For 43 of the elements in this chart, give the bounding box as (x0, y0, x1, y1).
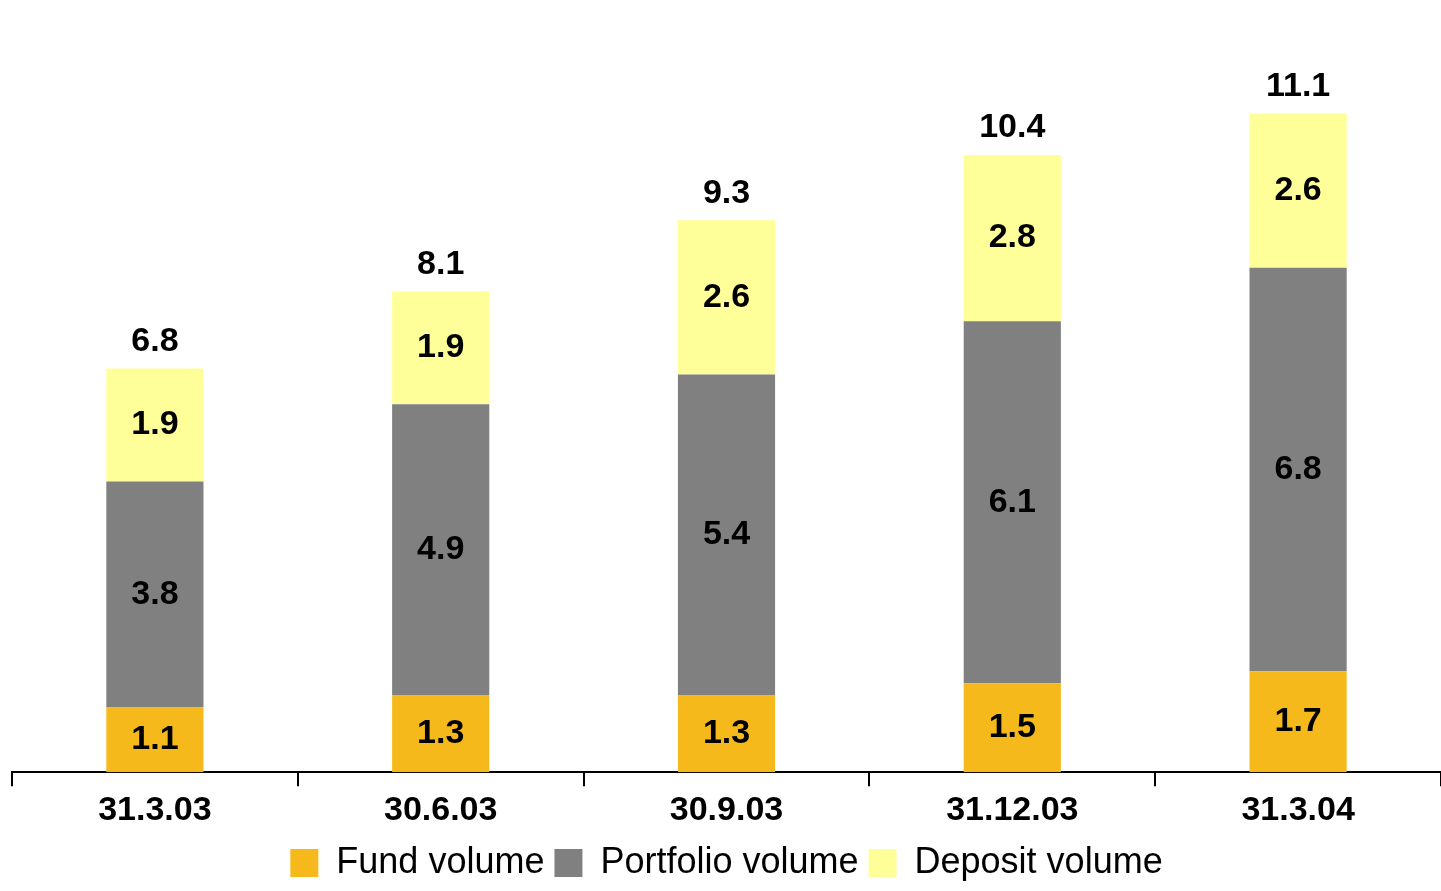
data-label: 1.1 (131, 717, 179, 756)
data-label: 2.6 (702, 275, 751, 314)
bar (392, 404, 490, 696)
bar (963, 154, 1061, 322)
total-label: 10.4 (979, 106, 1046, 145)
data-label: 2.8 (988, 216, 1036, 255)
data-label: 1.7 (1274, 700, 1322, 739)
bar (106, 368, 204, 482)
total-label: 6.8 (131, 319, 179, 358)
bar (106, 481, 204, 707)
x-tick-label: 31.3.04 (1241, 788, 1355, 827)
legend-label: Deposit volume (914, 839, 1163, 881)
data-label: 2.6 (1274, 168, 1322, 207)
x-tick-label: 30.6.03 (383, 788, 498, 827)
data-label: 4.9 (417, 528, 465, 567)
bar (963, 683, 1061, 773)
bar (1249, 267, 1347, 672)
data-label: 5.4 (702, 513, 751, 552)
bar (1249, 671, 1347, 773)
data-label: 1.5 (988, 706, 1036, 745)
bar (963, 321, 1061, 684)
total-label: 9.3 (702, 171, 751, 210)
bar (677, 220, 776, 375)
total-label: 8.1 (417, 242, 465, 281)
data-label: 1.3 (702, 712, 751, 750)
data-label: 1.9 (131, 403, 179, 442)
data-label: 3.8 (131, 572, 179, 611)
data-label: 6.1 (988, 480, 1036, 519)
x-tick-label: 30.9.03 (669, 788, 784, 827)
legend-label: Portfolio volume (600, 839, 859, 881)
bar (1249, 113, 1347, 268)
data-label: 1.9 (417, 326, 465, 365)
bar (392, 695, 490, 773)
bar (106, 706, 204, 773)
legend-label: Fund volume (336, 839, 545, 881)
x-tick-label: 31.12.03 (946, 788, 1079, 827)
bar (677, 374, 776, 696)
bar (392, 291, 490, 405)
total-label: 11.1 (1265, 64, 1331, 103)
data-label: 1.3 (417, 712, 465, 750)
x-tick-label: 31.3.03 (98, 788, 212, 827)
bar (677, 695, 776, 773)
data-label: 6.8 (1274, 447, 1322, 486)
